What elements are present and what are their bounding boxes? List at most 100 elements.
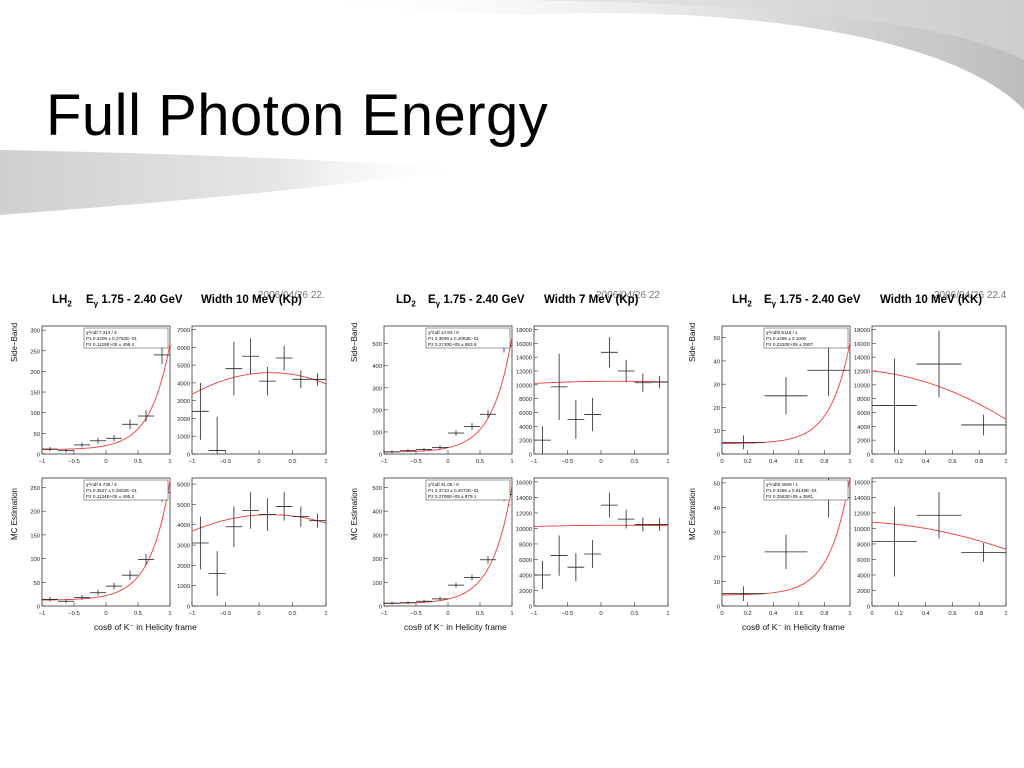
target-label: LH2 [732,294,752,309]
data-point [138,410,154,422]
fit-curve [533,524,668,527]
x-tick-label: 1 [324,459,327,465]
x-tick-label: 0.6 [948,611,956,617]
y-tick-label: 300 [30,329,40,335]
y-axis-label-sideband: Side−Band [688,322,697,362]
x-tick-label: −1 [381,459,388,465]
y-tick-label: 4000 [519,425,532,431]
data-point [916,491,962,539]
data-point [384,601,400,605]
x-tick-label: 0.8 [975,611,983,617]
data-point [106,435,122,442]
x-tick-label: 0 [720,611,723,617]
x-tick-label: −0.5 [410,611,421,617]
background-swoosh [0,0,1024,215]
plot-panel-g1-sideband-left: 0 50 100 150 200 250 300 −1 −0.5 0 0.5 1 χ²/ndf 7.31… [30,325,172,465]
y-tick-label: 4000 [177,381,190,387]
data-point [480,410,496,419]
y-tick-label: 16000 [516,342,532,348]
y-tick-label: 2000 [519,439,532,445]
y-tick-label: 100 [30,411,40,417]
y-tick-label: 12000 [854,369,870,375]
x-tick-label: 0 [257,459,260,465]
x-tick-label: 1 [848,459,851,465]
group-header: LH2 Eγ 1.75 - 2.40 GeV 2006/04/26 22. Wi… [8,290,338,314]
y-tick-label: 200 [30,510,40,516]
y-tick-label: 3000 [177,544,190,550]
data-point [480,555,496,564]
y-tick-label: 40 [714,359,720,365]
x-tick-label: −0.5 [68,459,79,465]
fit-curve [533,380,668,384]
y-tick-label: 18000 [516,328,532,334]
fit-stats-box [425,479,511,501]
x-tick-label: 0.5 [476,611,484,617]
y-tick-label: 40 [714,506,720,512]
plot-group-lh2-kk: LH2 Eγ 1.75 - 2.40 GeV 2006/04/26 22.4 W… [688,288,1018,638]
x-tick-label: 0.6 [795,459,803,465]
y-tick-label: 16000 [516,480,532,486]
x-tick-label: 0 [104,611,107,617]
data-point [208,416,226,454]
plot-panel-g3-sideband-left: 0 10 20 30 40 50 0 0.2 0.4 0.6 0.8 1 χ²/ndf0.8115 / … [714,325,852,465]
fit-stats-line: χ²/ndf0.8115 / 1 [766,330,798,335]
y-tick-label: 100 [30,557,40,563]
x-tick-label: 0.8 [820,459,828,465]
data-point [567,553,585,582]
fit-stats-line: P1 0.3710 ± 0.2072E−01 [428,488,479,493]
y-tick-label: 6000 [177,346,190,352]
y-tick-label: 200 [372,557,382,563]
y-tick-label: 2000 [177,564,190,570]
plot-frame [191,325,327,455]
fit-stats-line: P2 0.2320E+05 ± 2907. [766,342,814,347]
y-tick-label: 250 [30,349,40,355]
y-tick-label: 0 [37,605,40,611]
target-label: LD2 [396,294,416,309]
data-point [154,345,170,364]
y-tick-label: 30 [714,531,720,537]
width-label: Width 10 MeV (KK) [880,294,983,306]
data-point [722,435,765,450]
x-tick-label: 0 [599,459,602,465]
y-tick-label: 0 [717,605,720,611]
data-point [292,370,310,389]
data-point [534,561,551,589]
plot-panel-g2-mc-left: 0 100 200 300 400 500 −1 −0.5 0 0.5 1 χ²/ndf 31.08 … [372,477,514,617]
y-tick-label: 500 [372,486,382,492]
plot-panel-g1-sideband-right: 0 1000 2000 3000 4000 5000 6000 7000 −1 −0.5 0 0.5 1 [177,325,328,465]
y-tick-label: 400 [372,510,382,516]
data-point [138,553,154,566]
y-tick-label: 8000 [519,397,532,403]
plot-panel-g1-mc-right: 0 1000 2000 3000 4000 5000 6000 −1 −0.5 0 0.5 1 [177,477,328,617]
data-point [225,342,243,396]
x-tick-label: 0.5 [476,459,484,465]
plot-panel-g2-mc-right: 0 2000 4000 6000 8000 10000 12000 14000 16000 −1 −… [516,477,670,617]
fit-stats-line: χ²/ndf 31.08 / 6 [428,482,459,487]
data-point [961,543,1006,562]
data-point [617,359,635,383]
data-point [584,540,601,568]
y-tick-label: 0 [187,605,190,611]
y-axis-label-mc: MC Estimation [350,487,359,540]
y-tick-label: 6000 [519,558,532,564]
y-axis-label-sideband: Side−Band [350,322,359,362]
fit-stats-line: χ²/ndf 6.735 / 6 [86,482,117,487]
y-tick-label: 1000 [177,435,190,441]
x-tick-label: −1 [381,611,388,617]
x-tick-label: 0.2 [744,459,752,465]
y-tick-label: 18000 [854,328,870,334]
x-axis-label: cosθ of K⁻ in Helicity frame [94,622,197,632]
data-point [764,377,808,415]
fit-curve [191,372,327,395]
x-tick-label: 0.4 [922,459,931,465]
fit-stats-line: P1 0.2489 ± 0.1000 [766,336,807,341]
data-point [400,449,416,453]
y-tick-label: 0 [37,453,40,459]
data-point [567,400,585,439]
data-point [550,535,568,576]
x-tick-label: 1 [666,459,669,465]
x-tick-label: 0.2 [895,611,903,617]
fit-stats-box [763,479,849,501]
y-tick-label: 3000 [177,399,190,405]
data-point [872,506,917,577]
